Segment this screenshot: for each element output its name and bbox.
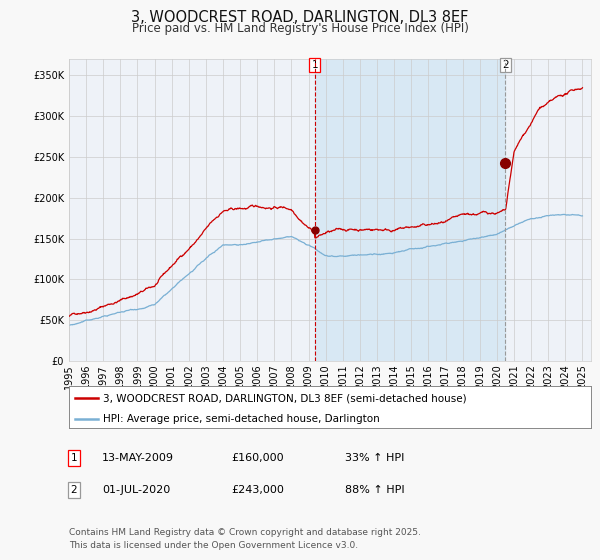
Text: 01-JUL-2020: 01-JUL-2020 bbox=[102, 485, 170, 495]
Text: 2: 2 bbox=[502, 60, 509, 71]
Text: 88% ↑ HPI: 88% ↑ HPI bbox=[345, 485, 404, 495]
Text: 3, WOODCREST ROAD, DARLINGTON, DL3 8EF (semi-detached house): 3, WOODCREST ROAD, DARLINGTON, DL3 8EF (… bbox=[103, 393, 467, 403]
Text: HPI: Average price, semi-detached house, Darlington: HPI: Average price, semi-detached house,… bbox=[103, 414, 380, 424]
Text: Contains HM Land Registry data © Crown copyright and database right 2025.
This d: Contains HM Land Registry data © Crown c… bbox=[69, 529, 421, 550]
Text: 1: 1 bbox=[70, 453, 77, 463]
Text: Price paid vs. HM Land Registry's House Price Index (HPI): Price paid vs. HM Land Registry's House … bbox=[131, 22, 469, 35]
Text: 2: 2 bbox=[70, 485, 77, 495]
Bar bbox=[315, 59, 505, 361]
Text: 3, WOODCREST ROAD, DARLINGTON, DL3 8EF: 3, WOODCREST ROAD, DARLINGTON, DL3 8EF bbox=[131, 10, 469, 25]
Text: £160,000: £160,000 bbox=[231, 453, 284, 463]
Text: £243,000: £243,000 bbox=[231, 485, 284, 495]
Text: 33% ↑ HPI: 33% ↑ HPI bbox=[345, 453, 404, 463]
Text: 1: 1 bbox=[311, 60, 318, 71]
Text: 13-MAY-2009: 13-MAY-2009 bbox=[102, 453, 174, 463]
